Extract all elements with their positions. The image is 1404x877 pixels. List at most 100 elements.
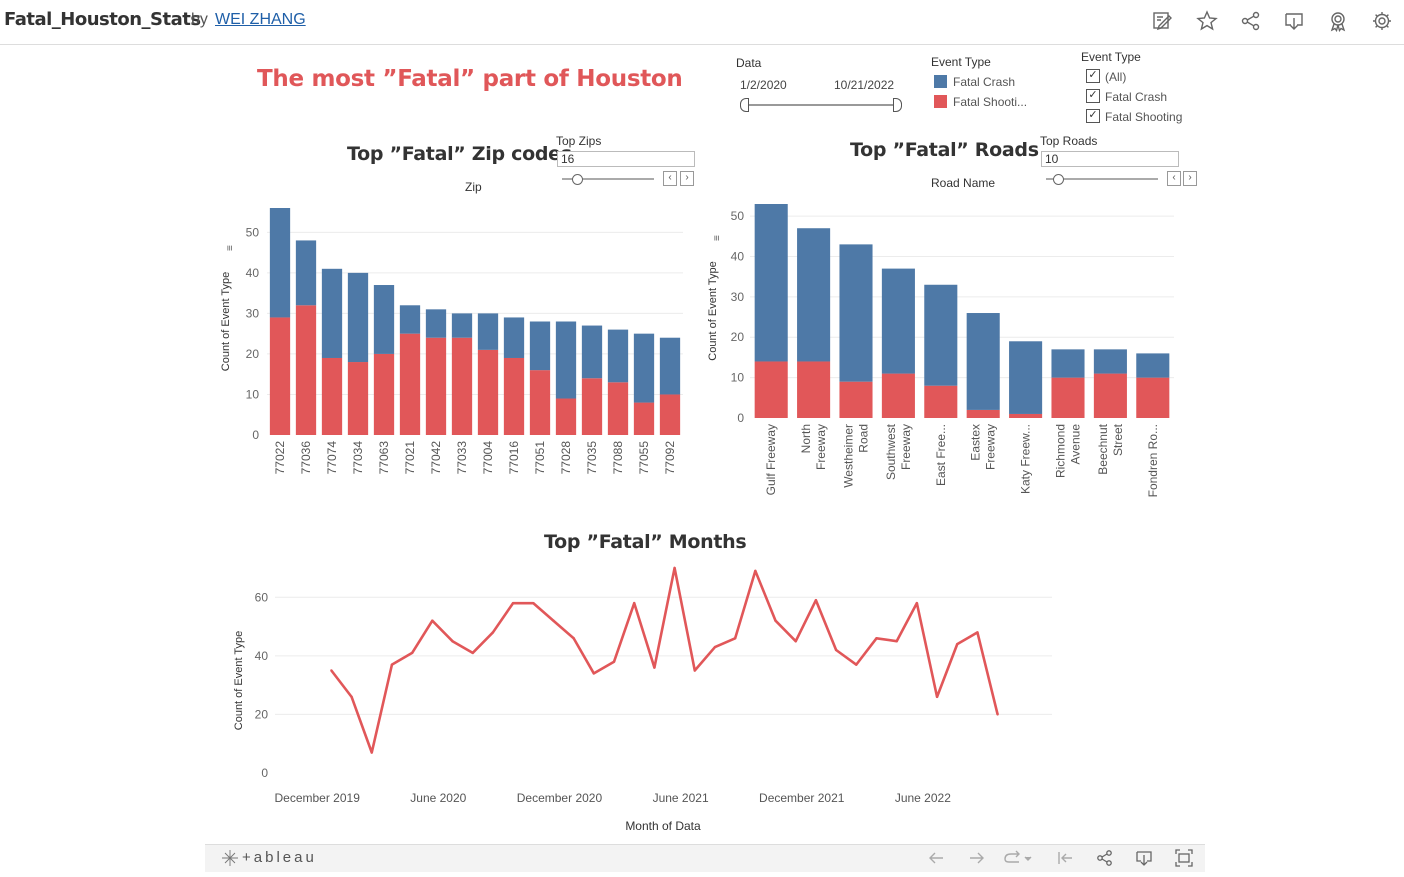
- bar-shooting: [797, 361, 831, 418]
- sort-icon: ≡: [712, 235, 723, 241]
- settings-icon[interactable]: [1371, 10, 1393, 32]
- date-range-start-handle[interactable]: [740, 98, 749, 112]
- x-tick-label: June 2020: [410, 791, 466, 805]
- data-point: [956, 642, 959, 646]
- x-tick-label: 77055: [637, 441, 651, 475]
- pause-icon[interactable]: [1056, 849, 1074, 867]
- x-tick-label: North Freeway: [799, 424, 828, 470]
- toolbar-download-icon[interactable]: [1135, 849, 1153, 867]
- x-tick-label-line: East Free...: [934, 424, 948, 486]
- data-point: [754, 569, 757, 573]
- x-tick-label-line: Southwest: [884, 423, 898, 480]
- x-tick-label: 77092: [663, 441, 677, 475]
- x-tick-label: Westheimer Road: [842, 424, 871, 488]
- x-tick-label: East Free...: [934, 424, 948, 486]
- data-point: [612, 660, 616, 663]
- x-tick-label-line: Richmond: [1054, 424, 1068, 478]
- fullscreen-icon[interactable]: [1175, 849, 1193, 867]
- bar-crash: [321, 268, 343, 358]
- data-point: [935, 695, 939, 699]
- bar-shooting: [347, 362, 369, 435]
- y-tick-label: 40: [246, 266, 260, 280]
- y-tick-label: 20: [255, 707, 269, 721]
- date-filter-start: 1/2/2020: [740, 78, 787, 92]
- data-point: [774, 619, 777, 622]
- x-tick-label-line: 77022: [273, 441, 287, 475]
- checkbox-all[interactable]: ✓: [1086, 69, 1100, 83]
- x-tick-label: 77033: [455, 441, 469, 475]
- star-icon[interactable]: [1196, 10, 1218, 32]
- top-zips-slider[interactable]: [562, 178, 654, 180]
- bar-crash: [451, 313, 473, 338]
- top-zips-increment[interactable]: ›: [680, 171, 694, 186]
- checkbox-all-label[interactable]: (All): [1105, 70, 1127, 84]
- bar-crash: [269, 208, 291, 318]
- data-point: [633, 601, 636, 605]
- y-axis-label: Count of Event Type: [707, 261, 719, 360]
- checkbox-fatal-shooting[interactable]: ✓: [1086, 109, 1100, 123]
- data-point: [491, 631, 495, 634]
- download-icon[interactable]: [1283, 10, 1305, 32]
- data-point: [370, 751, 373, 754]
- bar-shooting: [633, 402, 655, 435]
- redo-icon[interactable]: [968, 849, 986, 867]
- bar-shooting: [451, 337, 473, 435]
- bar-shooting: [555, 398, 577, 435]
- legend-swatch-shooting[interactable]: [934, 95, 947, 108]
- top-roads-slider[interactable]: [1046, 178, 1158, 180]
- x-tick-label-line: Fondren Ro...: [1146, 424, 1160, 497]
- checkbox-fatal-crash-label[interactable]: Fatal Crash: [1105, 90, 1168, 104]
- y-tick-label: 0: [252, 428, 259, 442]
- top-roads-increment[interactable]: ›: [1183, 171, 1197, 186]
- bar-shooting: [881, 373, 915, 418]
- x-tick-label-line: 77021: [403, 441, 417, 475]
- x-tick-label-line: 77063: [377, 441, 391, 475]
- road-bar-chart: 0 10 20 30 40 50 Count of Event Type ≡ Gulf Free…: [707, 204, 1174, 497]
- x-tick-label: Gulf Freeway: [764, 424, 778, 495]
- x-tick-label: Southwest Freeway: [884, 423, 913, 480]
- toolbar-share-icon[interactable]: [1096, 849, 1114, 867]
- revert-icon[interactable]: [1003, 849, 1033, 867]
- bar-shooting: [373, 353, 395, 435]
- legend-label-crash[interactable]: Fatal Crash: [953, 75, 1016, 89]
- y-tick-label: 10: [731, 371, 745, 385]
- zip-chart-title: Top ”Fatal” Zip codes: [347, 143, 572, 165]
- data-point: [996, 713, 999, 716]
- bar-crash: [425, 309, 447, 338]
- top-zips-slider-knob[interactable]: [572, 174, 583, 185]
- data-point: [350, 695, 353, 699]
- author-link[interactable]: WEI ZHANG: [215, 11, 306, 28]
- bar-crash: [754, 204, 788, 362]
- bar-crash: [295, 240, 317, 306]
- x-tick-label-line: 77035: [585, 441, 599, 475]
- page-header: Fatal_Houston_Stats by WEI ZHANG: [0, 0, 1404, 45]
- undo-icon[interactable]: [927, 849, 945, 867]
- legend-label-shooting[interactable]: Fatal Shooti...: [953, 95, 1028, 109]
- bar-shooting: [924, 385, 958, 418]
- x-axis-label: Month of Data: [625, 819, 701, 833]
- date-range-track[interactable]: [744, 104, 901, 106]
- date-range-end-handle[interactable]: [893, 98, 902, 112]
- y-axis-label: Count of Event Type: [233, 631, 245, 730]
- checkbox-fatal-crash[interactable]: ✓: [1086, 89, 1100, 103]
- top-zips-input[interactable]: 16: [557, 151, 695, 167]
- series-line: [330, 566, 999, 754]
- badge-icon[interactable]: [1327, 10, 1349, 33]
- top-roads-input[interactable]: 10: [1041, 151, 1179, 167]
- edit-icon[interactable]: [1151, 10, 1173, 32]
- data-point: [814, 599, 818, 602]
- data-point: [330, 669, 333, 672]
- data-point: [855, 663, 858, 666]
- y-tick-label: 50: [731, 209, 745, 223]
- bar-crash: [1051, 349, 1085, 378]
- top-roads-decrement[interactable]: ‹: [1167, 171, 1181, 186]
- bar-shooting: [321, 357, 343, 435]
- checkbox-fatal-shooting-label[interactable]: Fatal Shooting: [1105, 110, 1183, 124]
- x-tick-label-line: 77092: [663, 441, 677, 475]
- y-tick-label: 30: [731, 290, 745, 304]
- legend-swatch-crash[interactable]: [934, 75, 947, 88]
- top-roads-label: Top Roads: [1040, 134, 1098, 148]
- top-roads-slider-knob[interactable]: [1053, 174, 1064, 185]
- top-zips-decrement[interactable]: ‹: [663, 171, 677, 186]
- share-icon[interactable]: [1240, 10, 1262, 32]
